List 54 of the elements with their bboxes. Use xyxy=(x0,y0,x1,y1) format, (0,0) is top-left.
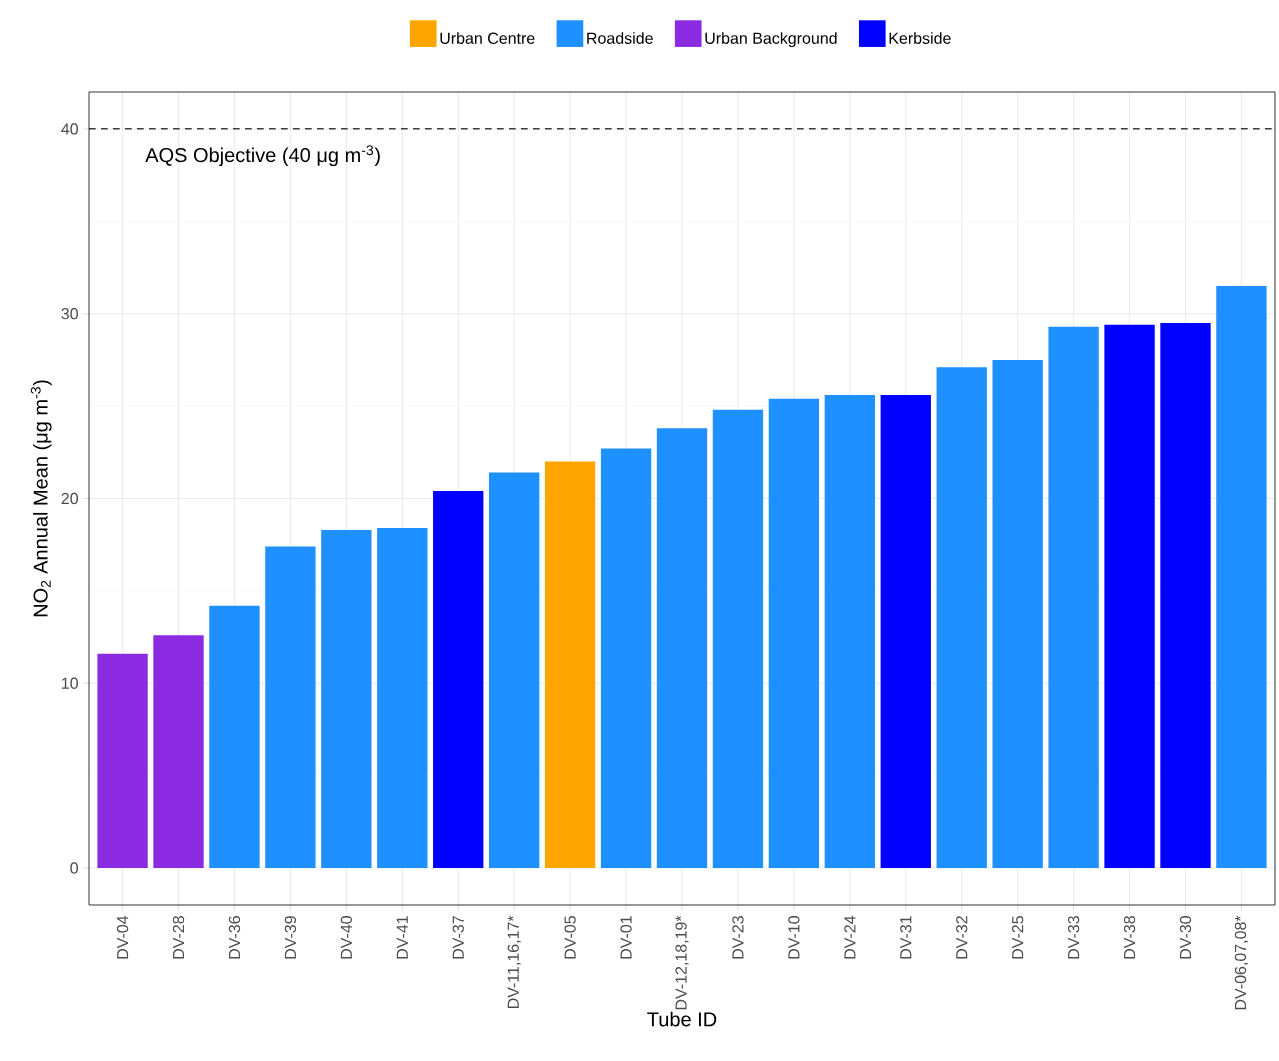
x-tick-label: DV-30 xyxy=(1179,916,1192,959)
y-tick-label: 0 xyxy=(70,862,78,874)
x-tick-label: DV-06,07,08* xyxy=(1234,915,1249,1010)
bar xyxy=(600,448,652,869)
x-tick-label: DV-11,16,17* xyxy=(507,915,521,1009)
x-tick-label: DV-25 xyxy=(1012,916,1024,959)
bar xyxy=(992,359,1043,869)
bar xyxy=(656,428,708,869)
x-tick-label: DV-04 xyxy=(116,915,129,959)
x-tick-label: DV-32 xyxy=(956,916,968,959)
x-tick-label: DV-37 xyxy=(452,916,464,959)
x-tick-label: DV-41 xyxy=(396,916,408,959)
x-axis-title: Tube ID xyxy=(647,1011,717,1027)
x-tick-label: DV-10 xyxy=(788,916,800,959)
bar xyxy=(1048,326,1099,869)
x-tick-label: DV-39 xyxy=(284,916,297,959)
x-tick-label: DV-36 xyxy=(228,916,241,959)
bar xyxy=(321,529,372,869)
bar xyxy=(544,461,596,869)
bar xyxy=(712,409,764,869)
bar xyxy=(153,635,204,869)
bar xyxy=(936,367,987,869)
x-tick-label: DV-33 xyxy=(1067,916,1080,959)
legend-label: Kerbside xyxy=(889,32,951,44)
ref-line-label: AQS Objective (40 μg m$^{-3}$) xyxy=(145,145,380,167)
bar xyxy=(265,546,316,869)
x-tick-label: DV-23 xyxy=(732,916,744,959)
x-tick-label: DV-05 xyxy=(564,916,576,959)
legend-label: Roadside xyxy=(587,32,653,44)
y-tick-label: 30 xyxy=(61,308,78,320)
y-tick-label: 20 xyxy=(61,492,78,505)
y-axis-title: NO$_{2}$ Annual Mean (μg m$^{-3}$) xyxy=(30,380,52,617)
bar xyxy=(489,472,540,869)
x-tick-label: DV-38 xyxy=(1123,916,1136,959)
x-tick-label: DV-24 xyxy=(844,915,856,959)
x-tick-label: DV-01 xyxy=(620,916,632,959)
legend-label: Urban Background xyxy=(705,32,837,48)
y-tick-label: 40 xyxy=(61,123,78,135)
bar xyxy=(433,491,484,869)
bar xyxy=(768,398,820,869)
y-tick-label: 10 xyxy=(62,677,78,689)
bar xyxy=(1104,324,1155,869)
x-tick-label: DV-31 xyxy=(900,916,912,959)
legend-label: Urban Centre xyxy=(440,32,535,44)
bar xyxy=(824,395,876,869)
bar xyxy=(209,605,260,869)
x-tick-label: DV-12,18,19* xyxy=(675,915,689,1010)
bar xyxy=(97,653,148,869)
bar xyxy=(880,395,931,869)
x-tick-label: DV-28 xyxy=(172,916,185,959)
x-tick-label: DV-40 xyxy=(340,916,352,959)
bar xyxy=(1216,286,1267,869)
bar xyxy=(377,528,428,869)
bar xyxy=(1160,322,1211,869)
